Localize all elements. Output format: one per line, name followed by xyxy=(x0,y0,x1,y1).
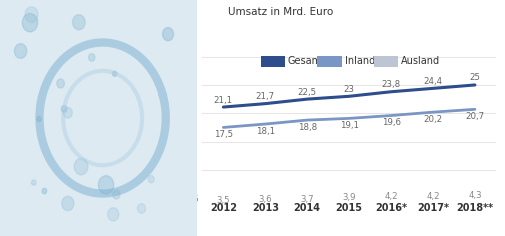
Circle shape xyxy=(137,204,145,213)
Text: 22,5: 22,5 xyxy=(297,88,316,97)
Text: Ausland: Ausland xyxy=(400,56,439,66)
Circle shape xyxy=(72,15,85,30)
Text: 20,2: 20,2 xyxy=(423,115,442,124)
Circle shape xyxy=(15,44,27,58)
Text: 21,7: 21,7 xyxy=(255,92,274,101)
Circle shape xyxy=(31,180,36,185)
Text: Gesamt: Gesamt xyxy=(287,56,325,66)
Text: 23: 23 xyxy=(343,85,354,94)
Text: 4,2: 4,2 xyxy=(425,192,439,201)
Circle shape xyxy=(63,107,72,118)
Text: Umsatz in Mrd. Euro: Umsatz in Mrd. Euro xyxy=(227,7,332,17)
Text: 25: 25 xyxy=(469,73,479,82)
Circle shape xyxy=(98,176,114,194)
Circle shape xyxy=(22,13,37,32)
Text: 19,1: 19,1 xyxy=(339,121,358,130)
Circle shape xyxy=(88,54,95,61)
Circle shape xyxy=(112,71,117,76)
Circle shape xyxy=(37,116,41,122)
Circle shape xyxy=(162,28,173,41)
Circle shape xyxy=(61,105,67,112)
Text: 4,3: 4,3 xyxy=(467,191,481,200)
Circle shape xyxy=(113,190,120,199)
Text: 3,9: 3,9 xyxy=(342,194,355,202)
Circle shape xyxy=(148,175,154,183)
Circle shape xyxy=(57,79,64,88)
Text: 17,5: 17,5 xyxy=(214,130,232,139)
Circle shape xyxy=(108,208,119,221)
Text: Inland: Inland xyxy=(344,56,374,66)
Text: 18,8: 18,8 xyxy=(297,123,316,132)
Text: 18,1: 18,1 xyxy=(255,126,274,136)
Text: 4,2: 4,2 xyxy=(383,192,397,201)
Text: 24,4: 24,4 xyxy=(423,77,442,86)
Text: 3,6: 3,6 xyxy=(258,195,272,204)
Text: 20,7: 20,7 xyxy=(465,112,483,121)
Circle shape xyxy=(74,158,88,175)
Text: 23,8: 23,8 xyxy=(381,80,400,89)
Text: 21,1: 21,1 xyxy=(214,96,232,105)
Text: 19,6: 19,6 xyxy=(381,118,400,127)
Text: 3,7: 3,7 xyxy=(300,195,314,204)
Circle shape xyxy=(42,188,46,194)
Text: 3,5: 3,5 xyxy=(216,196,230,205)
Circle shape xyxy=(62,196,74,211)
Circle shape xyxy=(25,7,38,22)
